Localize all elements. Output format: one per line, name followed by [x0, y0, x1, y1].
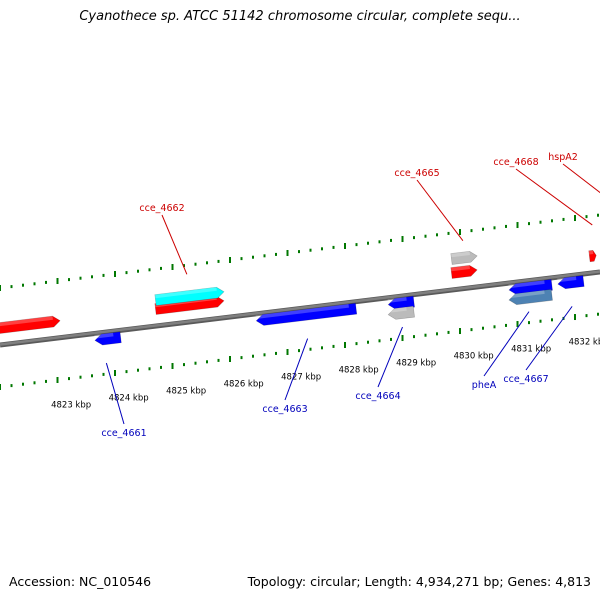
gene-arrow [557, 275, 585, 290]
gene-label: hspA2 [548, 152, 578, 163]
gene-arrow [450, 265, 478, 279]
gene-feature-f2 [94, 331, 122, 346]
gene-feature-f1 [0, 315, 61, 336]
gene-feature-f3b [154, 286, 225, 306]
gene-feature-f5 [387, 295, 415, 310]
label-leader-line [562, 163, 600, 194]
gene-arrow [588, 249, 597, 263]
gene-arrow-shade [154, 287, 217, 299]
gene-arrow-shade [450, 251, 470, 258]
gene-feature-f5b [387, 305, 415, 320]
kbp-tick-label: 4830 kbp [454, 351, 494, 361]
gene-arrow-shade [387, 297, 407, 303]
gene-label: cce_4665 [394, 168, 439, 179]
gene-arrow [0, 315, 61, 336]
kbp-tick-label: 4823 kbp [51, 400, 91, 410]
label-leader-line [515, 168, 593, 226]
gene-feature-f9 [588, 249, 597, 263]
label-leader-line [284, 338, 309, 401]
label-leader-line [161, 214, 188, 275]
label-leader-line [105, 362, 125, 425]
gene-arrow-shade [0, 316, 53, 328]
kbp-tick-label: 4832 kbp [569, 337, 600, 347]
gene-label: cce_4668 [493, 157, 538, 168]
kbp-tick-label: 4825 kbp [166, 386, 206, 396]
gene-label: cce_4662 [139, 203, 184, 214]
gene-label: cce_4664 [355, 391, 400, 402]
gene-feature-f7b [508, 289, 553, 305]
kbp-tick-label: 4827 kbp [281, 372, 321, 382]
gene-arrow-shade [508, 290, 545, 299]
gene-arrow [387, 295, 415, 310]
backbone-highlight [0, 270, 600, 346]
kbp-tick-label: 4828 kbp [339, 365, 379, 375]
kbp-tick-label: 4824 kbp [109, 393, 149, 403]
gene-feature-f4 [255, 302, 358, 326]
gene-arrow-shade [94, 332, 114, 339]
gene-arrow-shade [508, 280, 545, 289]
kbp-tick-label: 4826 kbp [224, 379, 264, 389]
label-leader-line [377, 326, 403, 388]
label-leader-line [483, 311, 530, 377]
gene-arrow [154, 286, 225, 306]
gene-feature-f6b [450, 251, 478, 265]
gene-feature-f8 [557, 275, 585, 290]
gene-arrow [94, 331, 122, 346]
kbp-tick-label: 4831 kbp [511, 344, 551, 354]
page-title: Cyanothece sp. ATCC 51142 chromosome cir… [79, 9, 521, 24]
accession-text: Accession: NC_010546 [9, 574, 152, 589]
gene-arrow-shade [387, 307, 407, 313]
gene-arrow [255, 302, 358, 326]
gene-label: cce_4667 [503, 374, 548, 385]
gene-arrow-shade [588, 250, 594, 255]
label-leader-line [525, 306, 573, 371]
gene-feature-f6 [450, 265, 478, 279]
gene-arrow-shade [557, 276, 577, 283]
gene-label: cce_4663 [262, 404, 307, 415]
gene-label: cce_4661 [101, 428, 146, 439]
label-leader-line [416, 179, 464, 241]
gene-arrow [387, 305, 415, 320]
kbp-tick-label: 4829 kbp [396, 358, 436, 368]
gene-arrow [450, 251, 478, 265]
topology-text: Topology: circular; Length: 4,934,271 bp… [247, 574, 591, 589]
gene-label: pheA [472, 380, 497, 391]
gene-arrow-shade [255, 304, 349, 319]
gene-arrow-shade [450, 265, 470, 272]
gene-arrow [508, 289, 553, 305]
